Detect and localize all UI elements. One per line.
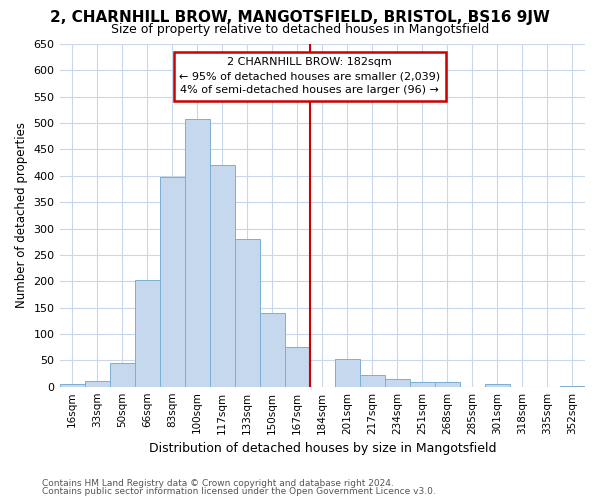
Bar	[235, 239, 260, 386]
Bar	[360, 375, 385, 386]
Bar	[59, 384, 85, 386]
Text: Size of property relative to detached houses in Mangotsfield: Size of property relative to detached ho…	[111, 22, 489, 36]
Bar	[335, 360, 360, 386]
Text: Contains HM Land Registry data © Crown copyright and database right 2024.: Contains HM Land Registry data © Crown c…	[42, 478, 394, 488]
Bar	[285, 347, 310, 387]
Bar	[410, 382, 435, 386]
Text: 2 CHARNHILL BROW: 182sqm
← 95% of detached houses are smaller (2,039)
4% of semi: 2 CHARNHILL BROW: 182sqm ← 95% of detach…	[179, 57, 440, 95]
Bar	[435, 382, 460, 386]
Text: 2, CHARNHILL BROW, MANGOTSFIELD, BRISTOL, BS16 9JW: 2, CHARNHILL BROW, MANGOTSFIELD, BRISTOL…	[50, 10, 550, 25]
Bar	[485, 384, 510, 386]
Text: Contains public sector information licensed under the Open Government Licence v3: Contains public sector information licen…	[42, 487, 436, 496]
Bar	[110, 363, 134, 386]
Bar	[385, 379, 410, 386]
Bar	[160, 178, 185, 386]
Bar	[134, 280, 160, 386]
Bar	[260, 313, 285, 386]
X-axis label: Distribution of detached houses by size in Mangotsfield: Distribution of detached houses by size …	[149, 442, 496, 455]
Bar	[209, 166, 235, 386]
Bar	[85, 382, 110, 386]
Bar	[185, 120, 209, 386]
Y-axis label: Number of detached properties: Number of detached properties	[15, 122, 28, 308]
